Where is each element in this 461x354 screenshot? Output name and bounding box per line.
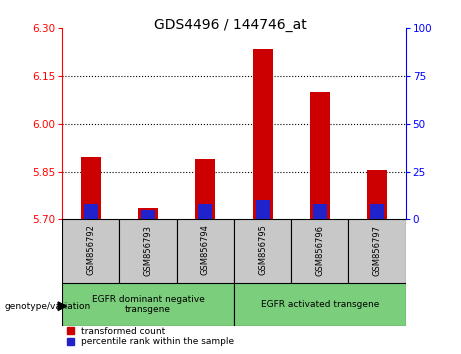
Bar	[310, 92, 330, 219]
Bar	[195, 159, 215, 219]
Bar	[62, 283, 234, 326]
Bar	[367, 170, 387, 219]
Bar	[370, 204, 384, 219]
Bar	[253, 49, 272, 219]
Text: genotype/variation: genotype/variation	[5, 302, 91, 311]
Text: GSM856792: GSM856792	[86, 224, 95, 275]
Bar	[349, 219, 406, 283]
Bar	[234, 283, 406, 326]
Bar	[177, 219, 234, 283]
Text: GSM856796: GSM856796	[315, 224, 325, 275]
Bar	[84, 204, 98, 219]
Legend: transformed count, percentile rank within the sample: transformed count, percentile rank withi…	[67, 327, 234, 347]
Text: GSM856793: GSM856793	[143, 224, 153, 275]
Bar	[255, 200, 270, 219]
Bar	[291, 219, 349, 283]
Text: GSM856797: GSM856797	[372, 224, 382, 275]
Bar	[198, 204, 213, 219]
Polygon shape	[58, 302, 66, 310]
Bar	[119, 219, 177, 283]
Bar	[81, 157, 101, 219]
Bar	[141, 210, 155, 219]
Bar	[234, 219, 291, 283]
Bar	[313, 204, 327, 219]
Text: EGFR dominant negative
transgene: EGFR dominant negative transgene	[92, 295, 205, 314]
Text: GSM856795: GSM856795	[258, 224, 267, 275]
Bar	[62, 219, 119, 283]
Text: EGFR activated transgene: EGFR activated transgene	[260, 300, 379, 309]
Bar	[138, 208, 158, 219]
Text: GSM856794: GSM856794	[201, 224, 210, 275]
Text: GDS4496 / 144746_at: GDS4496 / 144746_at	[154, 18, 307, 32]
